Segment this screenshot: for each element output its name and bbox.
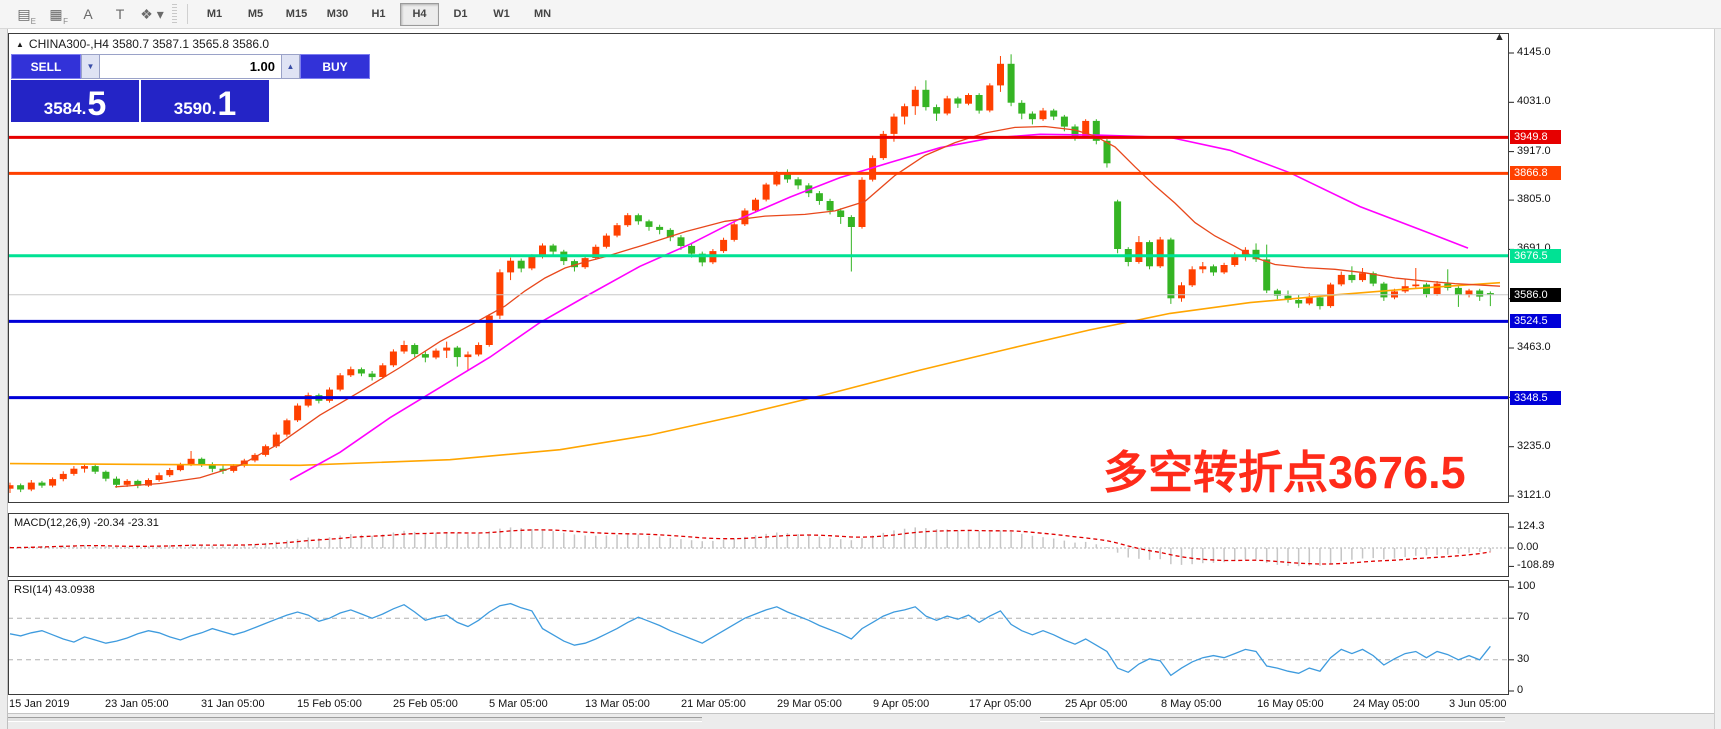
bottom-splitter-right[interactable] bbox=[1040, 717, 1505, 722]
macd-tick-label: 124.3 bbox=[1517, 520, 1545, 532]
window-bottom-bar bbox=[0, 713, 1721, 729]
date-label: 25 Feb 05:00 bbox=[393, 698, 458, 710]
sell-price[interactable]: 3584. 5 bbox=[11, 80, 139, 122]
price-badge[interactable]: 3866.8 bbox=[1510, 166, 1561, 181]
toolbar: ▤ E ▦ F A T ❖ ▾ M1 M5 M15 M30 H1 H4 D1 W1 MN bbox=[0, 0, 1721, 29]
volume-input[interactable] bbox=[100, 54, 281, 79]
symbol-ohlc-header: ▲ CHINA300-,H4 3580.7 3587.1 3565.8 3586.… bbox=[16, 37, 270, 51]
rsi-graphics bbox=[9, 602, 1508, 677]
sell-button[interactable]: SELL bbox=[11, 54, 81, 79]
bottom-splitter-left[interactable] bbox=[8, 717, 702, 722]
macd-label: MACD(12,26,9) -20.34 -23.31 bbox=[14, 517, 159, 529]
date-label: 15 Jan 2019 bbox=[9, 698, 70, 710]
timeframe-button-mn[interactable]: MN bbox=[533, 7, 552, 20]
price-tick-label: 3235.0 bbox=[1517, 439, 1551, 452]
rsi-panel[interactable] bbox=[8, 580, 1509, 695]
rsi-tick-label: 70 bbox=[1517, 611, 1530, 624]
date-label: 23 Jan 05:00 bbox=[105, 698, 169, 710]
price-tick-label: 4031.0 bbox=[1517, 95, 1551, 108]
price-badge[interactable]: 3676.5 bbox=[1510, 248, 1561, 263]
rsi-tick-label: 0 bbox=[1517, 684, 1524, 696]
date-label: 15 Feb 05:00 bbox=[297, 698, 362, 710]
timeframe-buttons: M1 M5 M15 M30 H1 H4 D1 W1 MN bbox=[194, 2, 563, 26]
rsi-tick-label: 30 bbox=[1517, 652, 1530, 665]
rsi-label: RSI(14) 43.0938 bbox=[14, 584, 95, 596]
text-label-icon[interactable]: T bbox=[115, 6, 125, 22]
price-badge[interactable]: 3586.0 bbox=[1510, 287, 1561, 302]
timeframe-button-m5[interactable]: M5 bbox=[247, 7, 264, 20]
arrow-text-icon[interactable]: A bbox=[83, 6, 93, 22]
date-label: 24 May 05:00 bbox=[1353, 698, 1420, 710]
price-tick-label: 3805.0 bbox=[1517, 193, 1551, 206]
macd-tick-label: -108.89 bbox=[1517, 559, 1555, 572]
date-label: 8 May 05:00 bbox=[1161, 698, 1222, 710]
date-label: 29 Mar 05:00 bbox=[777, 698, 842, 710]
volume-increase-button[interactable]: ▲ bbox=[281, 54, 300, 79]
chart-end-marker-icon[interactable]: ▲ bbox=[1494, 31, 1505, 43]
chart-text-annotation: 多空转折点3676.5 bbox=[1103, 447, 1466, 498]
indicators-hatch-icon[interactable]: ▤ E bbox=[17, 5, 36, 27]
price-tick-label: 4145.0 bbox=[1517, 46, 1551, 58]
date-label: 16 May 05:00 bbox=[1257, 698, 1324, 710]
sell-price-base: 3584. bbox=[43, 99, 87, 118]
date-label: 21 Mar 05:00 bbox=[681, 698, 746, 710]
price-tick-label: 3917.0 bbox=[1517, 144, 1551, 157]
date-label: 5 Mar 05:00 bbox=[489, 698, 548, 710]
toolbar-grip bbox=[172, 4, 177, 24]
timeframe-button-h4[interactable]: H4 bbox=[400, 2, 439, 26]
buy-price[interactable]: 3590. 1 bbox=[141, 80, 269, 122]
date-label: 17 Apr 05:00 bbox=[969, 698, 1032, 710]
timeframe-button-m1[interactable]: M1 bbox=[206, 7, 223, 20]
date-label: 31 Jan 05:00 bbox=[201, 698, 265, 710]
timeframe-button-h1[interactable]: H1 bbox=[371, 7, 386, 20]
price-tick-label: 3121.0 bbox=[1517, 489, 1551, 501]
collapse-arrow-icon[interactable]: ▲ bbox=[16, 40, 24, 49]
date-label: 9 Apr 05:00 bbox=[873, 698, 930, 710]
grid-dots-icon[interactable]: ▦ F bbox=[49, 5, 68, 27]
timeframe-button-d1[interactable]: D1 bbox=[453, 7, 468, 20]
window-right-border bbox=[1714, 28, 1721, 729]
macd-tick-label: 0.00 bbox=[1517, 541, 1539, 553]
timeframe-button-m30[interactable]: M30 bbox=[326, 7, 349, 20]
buy-price-base: 3590. bbox=[173, 99, 217, 118]
shapes-dropdown-icon[interactable]: ❖ ▾ bbox=[140, 5, 164, 22]
price-chart-graphics bbox=[9, 54, 1508, 493]
toolbar-icons: ▤ E ▦ F A T ❖ ▾ bbox=[8, 2, 168, 27]
timeframe-button-m15[interactable]: M15 bbox=[285, 7, 308, 20]
buy-price-pip: 1 bbox=[217, 85, 237, 123]
macd-graphics bbox=[9, 527, 1508, 567]
rsi-tick-label: 100 bbox=[1517, 580, 1536, 592]
window-left-border bbox=[0, 28, 8, 729]
price-badge[interactable]: 3949.8 bbox=[1510, 130, 1561, 145]
date-label: 3 Jun 05:00 bbox=[1449, 698, 1507, 710]
buy-button[interactable]: BUY bbox=[300, 54, 370, 79]
date-label: 13 Mar 05:00 bbox=[585, 698, 650, 710]
price-tick-label: 3463.0 bbox=[1517, 341, 1551, 354]
timeframe-button-w1[interactable]: W1 bbox=[493, 7, 510, 20]
price-badge[interactable]: 3348.5 bbox=[1510, 390, 1561, 405]
one-click-trading-widget: SELL ▼ ▲ BUY 3584.5 3590.1 bbox=[11, 54, 370, 122]
price-badge[interactable]: 3524.5 bbox=[1510, 314, 1561, 329]
date-label: 25 Apr 05:00 bbox=[1065, 698, 1128, 710]
sell-price-pip: 5 bbox=[87, 85, 107, 123]
volume-decrease-button[interactable]: ▼ bbox=[81, 54, 100, 79]
toolbar-separator bbox=[187, 4, 188, 24]
